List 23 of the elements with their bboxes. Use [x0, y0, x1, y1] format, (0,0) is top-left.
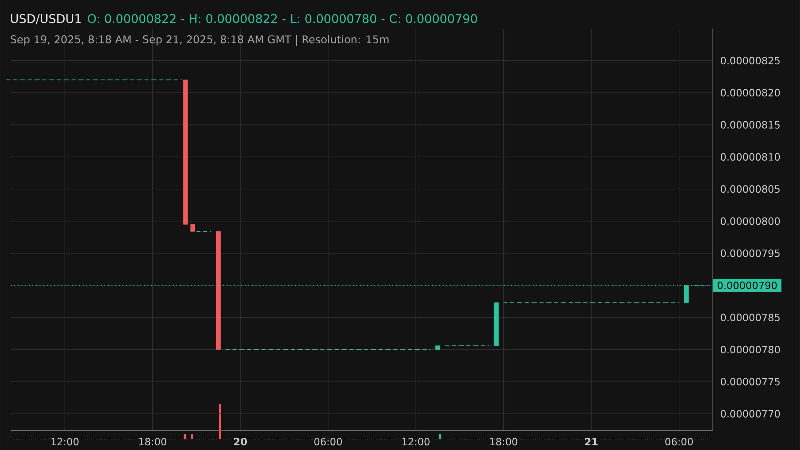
text: Sep 19, 2025, 8:18 AM - Sep 21, 2025, 8:18 AM GMT | Resolution: 15m	[10, 35, 389, 46]
y-tick-label: 0.00000820	[721, 89, 780, 97]
y-tick-label: 0.00000805	[721, 185, 780, 194]
text: O: 0.00000822 - H: 0.00000822 - L: 0.00000780 - C: 0.00000790	[88, 14, 478, 24]
x-tick-label: 18:00	[490, 438, 518, 446]
y-tick-label: 0.00000800	[721, 218, 780, 226]
y-tick-label: 0.00000770	[721, 410, 780, 418]
y-tick-label: 0.00000825	[721, 57, 780, 65]
y-tick-label: 0.00000815	[721, 121, 780, 129]
x-tick-label: 21	[585, 438, 598, 446]
x-tick-label: 20	[234, 438, 248, 446]
x-tick-label: 12:00	[402, 438, 430, 446]
x-tick-label: 12:00	[52, 438, 79, 446]
ref-line-label: 0.00000790	[718, 282, 777, 290]
y-tick-label: 0.00000780	[721, 346, 780, 354]
x-tick-label: 18:00	[140, 438, 167, 446]
x-tick-label: 06:00	[314, 438, 342, 446]
x-tick-label: 06:00	[666, 438, 694, 446]
y-tick-label: 0.00000775	[721, 378, 780, 386]
chart-title: USD/USDU1	[11, 14, 81, 24]
y-tick-label: 0.00000785	[721, 314, 780, 322]
y-tick-label: 0.00000810	[721, 153, 780, 161]
y-tick-label: 0.00000795	[721, 250, 780, 258]
